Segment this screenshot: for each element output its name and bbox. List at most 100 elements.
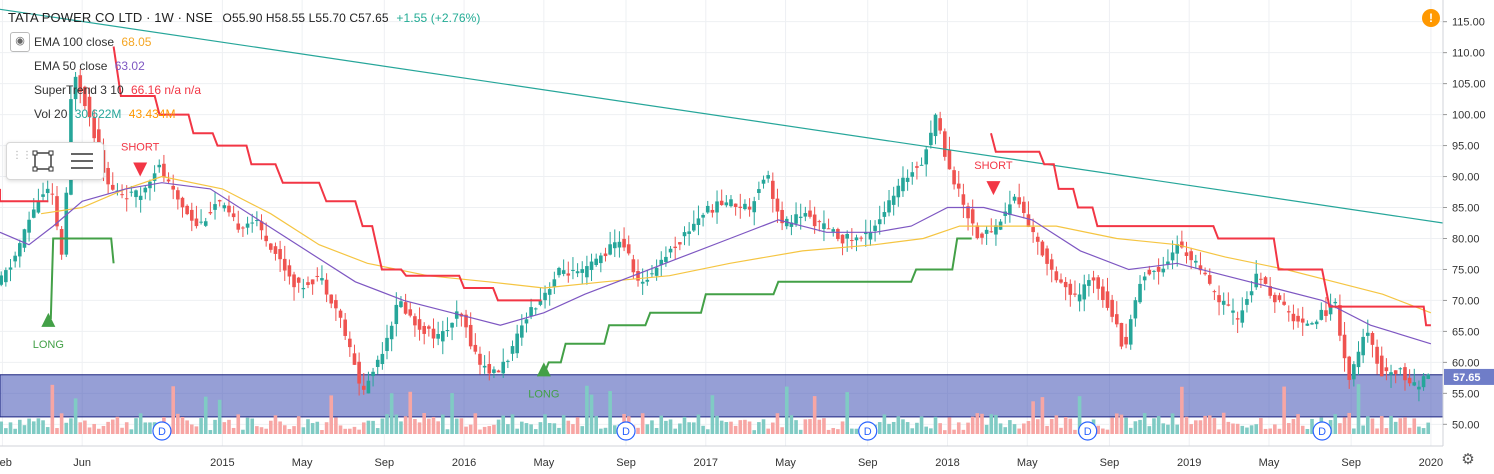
volume-bar <box>255 426 259 434</box>
volume-bar <box>1393 421 1398 434</box>
volume-bar <box>1170 413 1175 434</box>
candle-body <box>1342 334 1347 359</box>
volume-bar <box>901 419 905 434</box>
last-price-label: 57.65 <box>1453 372 1481 384</box>
candle-body <box>287 265 292 277</box>
volume-bar <box>8 422 13 434</box>
candle-body <box>868 232 873 240</box>
volume-bar <box>1259 418 1263 434</box>
candle-body <box>371 371 375 377</box>
candle-body <box>612 242 617 249</box>
legend-ema50[interactable]: EMA 50 close 63.02 <box>8 54 481 78</box>
volume-bar <box>389 393 394 434</box>
candle-body <box>854 237 859 241</box>
alert-icon[interactable]: ! <box>1422 9 1440 27</box>
legend-volume[interactable]: Vol 20 30.622M 43.434M <box>8 102 481 126</box>
candle-body <box>241 227 245 229</box>
volume-bar <box>882 414 887 434</box>
candle-body <box>120 194 124 196</box>
volume-bar <box>273 415 278 434</box>
volume-bar <box>1184 416 1189 434</box>
volume-bar <box>1421 428 1426 434</box>
candle-body <box>1124 336 1128 345</box>
price-axis[interactable]: 50.00 55.00 60.00 65.00 70.00 75.00 80.00 85.00… <box>1442 0 1494 474</box>
candle-body <box>59 229 64 255</box>
volume-bar <box>403 416 408 434</box>
volume-bar <box>1138 419 1142 434</box>
supertrend-down-line <box>0 188 49 203</box>
volume-bar <box>1147 426 1152 434</box>
time-tick-label: Feb <box>0 457 12 469</box>
visibility-icon[interactable]: ◉ <box>10 32 30 52</box>
volume-bar <box>269 420 273 434</box>
candle-body <box>1328 306 1333 315</box>
volume-bar <box>380 418 385 434</box>
volume-ma-value: 43.434M <box>128 107 176 121</box>
price-tick-label: 60.00 <box>1452 357 1480 369</box>
rectangle-tool-icon[interactable] <box>31 149 55 173</box>
volume-bar <box>668 419 673 434</box>
time-axis[interactable]: Feb Jun 2015 May Sep 2016 May Sep 2017 May Sep 2018… <box>0 445 1443 469</box>
volume-bar <box>1254 424 1259 434</box>
symbol-title[interactable]: TATA POWER CO LTD · 1W · NSE <box>8 10 213 25</box>
candle-body <box>970 209 975 224</box>
volume-bar <box>450 393 454 434</box>
volume-bar <box>752 430 757 434</box>
volume-bar <box>887 423 891 434</box>
volume-bar <box>929 428 933 434</box>
volume-bar <box>664 420 668 434</box>
volume-bar <box>371 420 375 434</box>
candle-body <box>566 273 571 276</box>
volume-bar <box>296 416 301 434</box>
candle-body <box>250 222 255 224</box>
legend-supertrend[interactable]: SuperTrend 3 10 66.16 n/a n/a <box>8 78 481 102</box>
candle-body <box>264 235 268 242</box>
settings-icon[interactable]: ⚙ <box>1461 451 1475 468</box>
volume-bar <box>1426 422 1431 434</box>
volume-bar <box>445 429 450 434</box>
volume-bar <box>1370 418 1375 434</box>
candle-body <box>1003 211 1008 216</box>
volume-bar <box>315 421 320 434</box>
drawing-toolbox[interactable]: ⋮⋮ <box>6 142 104 180</box>
candle-body <box>678 242 682 245</box>
settings-lines-icon[interactable] <box>69 149 95 173</box>
volume-bar <box>464 426 468 434</box>
candle-body <box>882 212 887 217</box>
volume-bar <box>533 429 538 434</box>
candle-body <box>715 201 719 213</box>
trendline <box>0 8 1444 224</box>
candle-body <box>83 86 87 107</box>
volume-bar <box>1110 417 1114 434</box>
candle-body <box>1063 281 1068 288</box>
volume-bar <box>980 413 984 434</box>
volume-bar <box>575 417 580 434</box>
volume-bar <box>715 415 719 434</box>
candle-body <box>520 325 524 338</box>
candle-body <box>1426 374 1431 379</box>
candle-body <box>1310 323 1314 325</box>
volume-bar <box>915 422 919 434</box>
volume-bar <box>952 429 956 434</box>
candle-body <box>654 267 659 276</box>
candle-body <box>603 253 608 257</box>
time-tick-label: 2015 <box>210 457 234 469</box>
candle-body <box>245 223 250 228</box>
volume-bar <box>836 429 840 434</box>
candle-body <box>496 370 501 373</box>
candle-body <box>561 270 566 274</box>
candle-body <box>8 267 13 270</box>
candle-body <box>454 311 459 319</box>
volume-bar <box>659 415 664 434</box>
candle-body <box>901 177 905 192</box>
candle-body <box>1273 294 1277 303</box>
drag-handle-icon[interactable]: ⋮⋮ <box>12 150 32 161</box>
candle-body <box>552 279 557 288</box>
candle-body <box>478 353 482 365</box>
volume-bar <box>1361 425 1365 434</box>
candle-body <box>696 218 701 226</box>
legend-ema100[interactable]: EMA 100 close 68.05 <box>8 30 481 54</box>
time-tick-label: May <box>292 457 313 469</box>
candle-body <box>427 326 431 329</box>
